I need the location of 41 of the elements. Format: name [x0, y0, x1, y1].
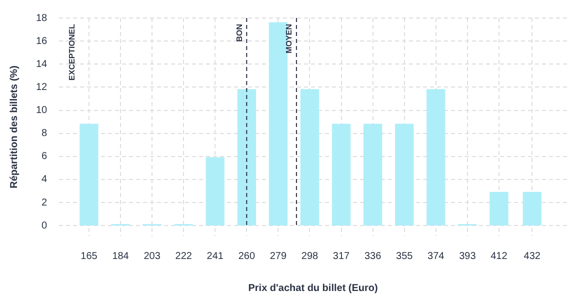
bar: [522, 192, 542, 226]
x-tick-label: 279: [270, 250, 287, 262]
x-tick-label: 184: [112, 250, 130, 262]
x-tick-label: 241: [206, 250, 224, 262]
y-tick-label: 2: [42, 197, 48, 208]
x-tick-label: 260: [238, 250, 256, 262]
bar: [332, 124, 351, 226]
x-tick-label: 374: [428, 250, 445, 262]
bar: [237, 89, 256, 226]
annotation: EXCEPTIONEL: [67, 24, 76, 80]
bar: [363, 124, 382, 226]
y-tick-label: 16: [36, 36, 48, 47]
x-tick-label: 432: [524, 250, 541, 262]
x-tick-label: 165: [80, 250, 98, 262]
bar: [206, 157, 224, 226]
ref-line-label: MOYEN: [284, 24, 294, 54]
y-tick-label: 10: [36, 105, 48, 116]
y-tick-label: 4: [42, 174, 48, 186]
x-axis-title: Prix d'achat du billet (Euro): [248, 282, 378, 294]
x-tick-label: 393: [459, 250, 476, 262]
x-tick-label: 317: [332, 250, 350, 262]
bar: [80, 124, 98, 226]
y-axis-title: Répartition des billets (%): [8, 66, 20, 188]
y-tick-label: 12: [36, 82, 48, 93]
y-tick-label: 8: [42, 128, 48, 140]
x-tick-label: 203: [144, 250, 161, 262]
bar: [490, 192, 508, 226]
y-tick-label: 14: [36, 58, 48, 70]
bar: [268, 22, 288, 226]
x-tick-label: 336: [364, 250, 382, 262]
x-tick-label: 298: [301, 250, 319, 262]
x-tick-label: 355: [396, 250, 414, 262]
bar: [300, 89, 320, 226]
y-tick-label: 6: [42, 151, 48, 162]
bar: [395, 124, 414, 226]
x-tick-label: 222: [175, 250, 192, 262]
y-tick-label: 18: [36, 12, 48, 24]
bar: [426, 89, 446, 226]
ref-line-label: BON: [234, 24, 244, 42]
y-tick-label: 0: [42, 220, 48, 232]
x-tick-label: 412: [490, 250, 508, 262]
